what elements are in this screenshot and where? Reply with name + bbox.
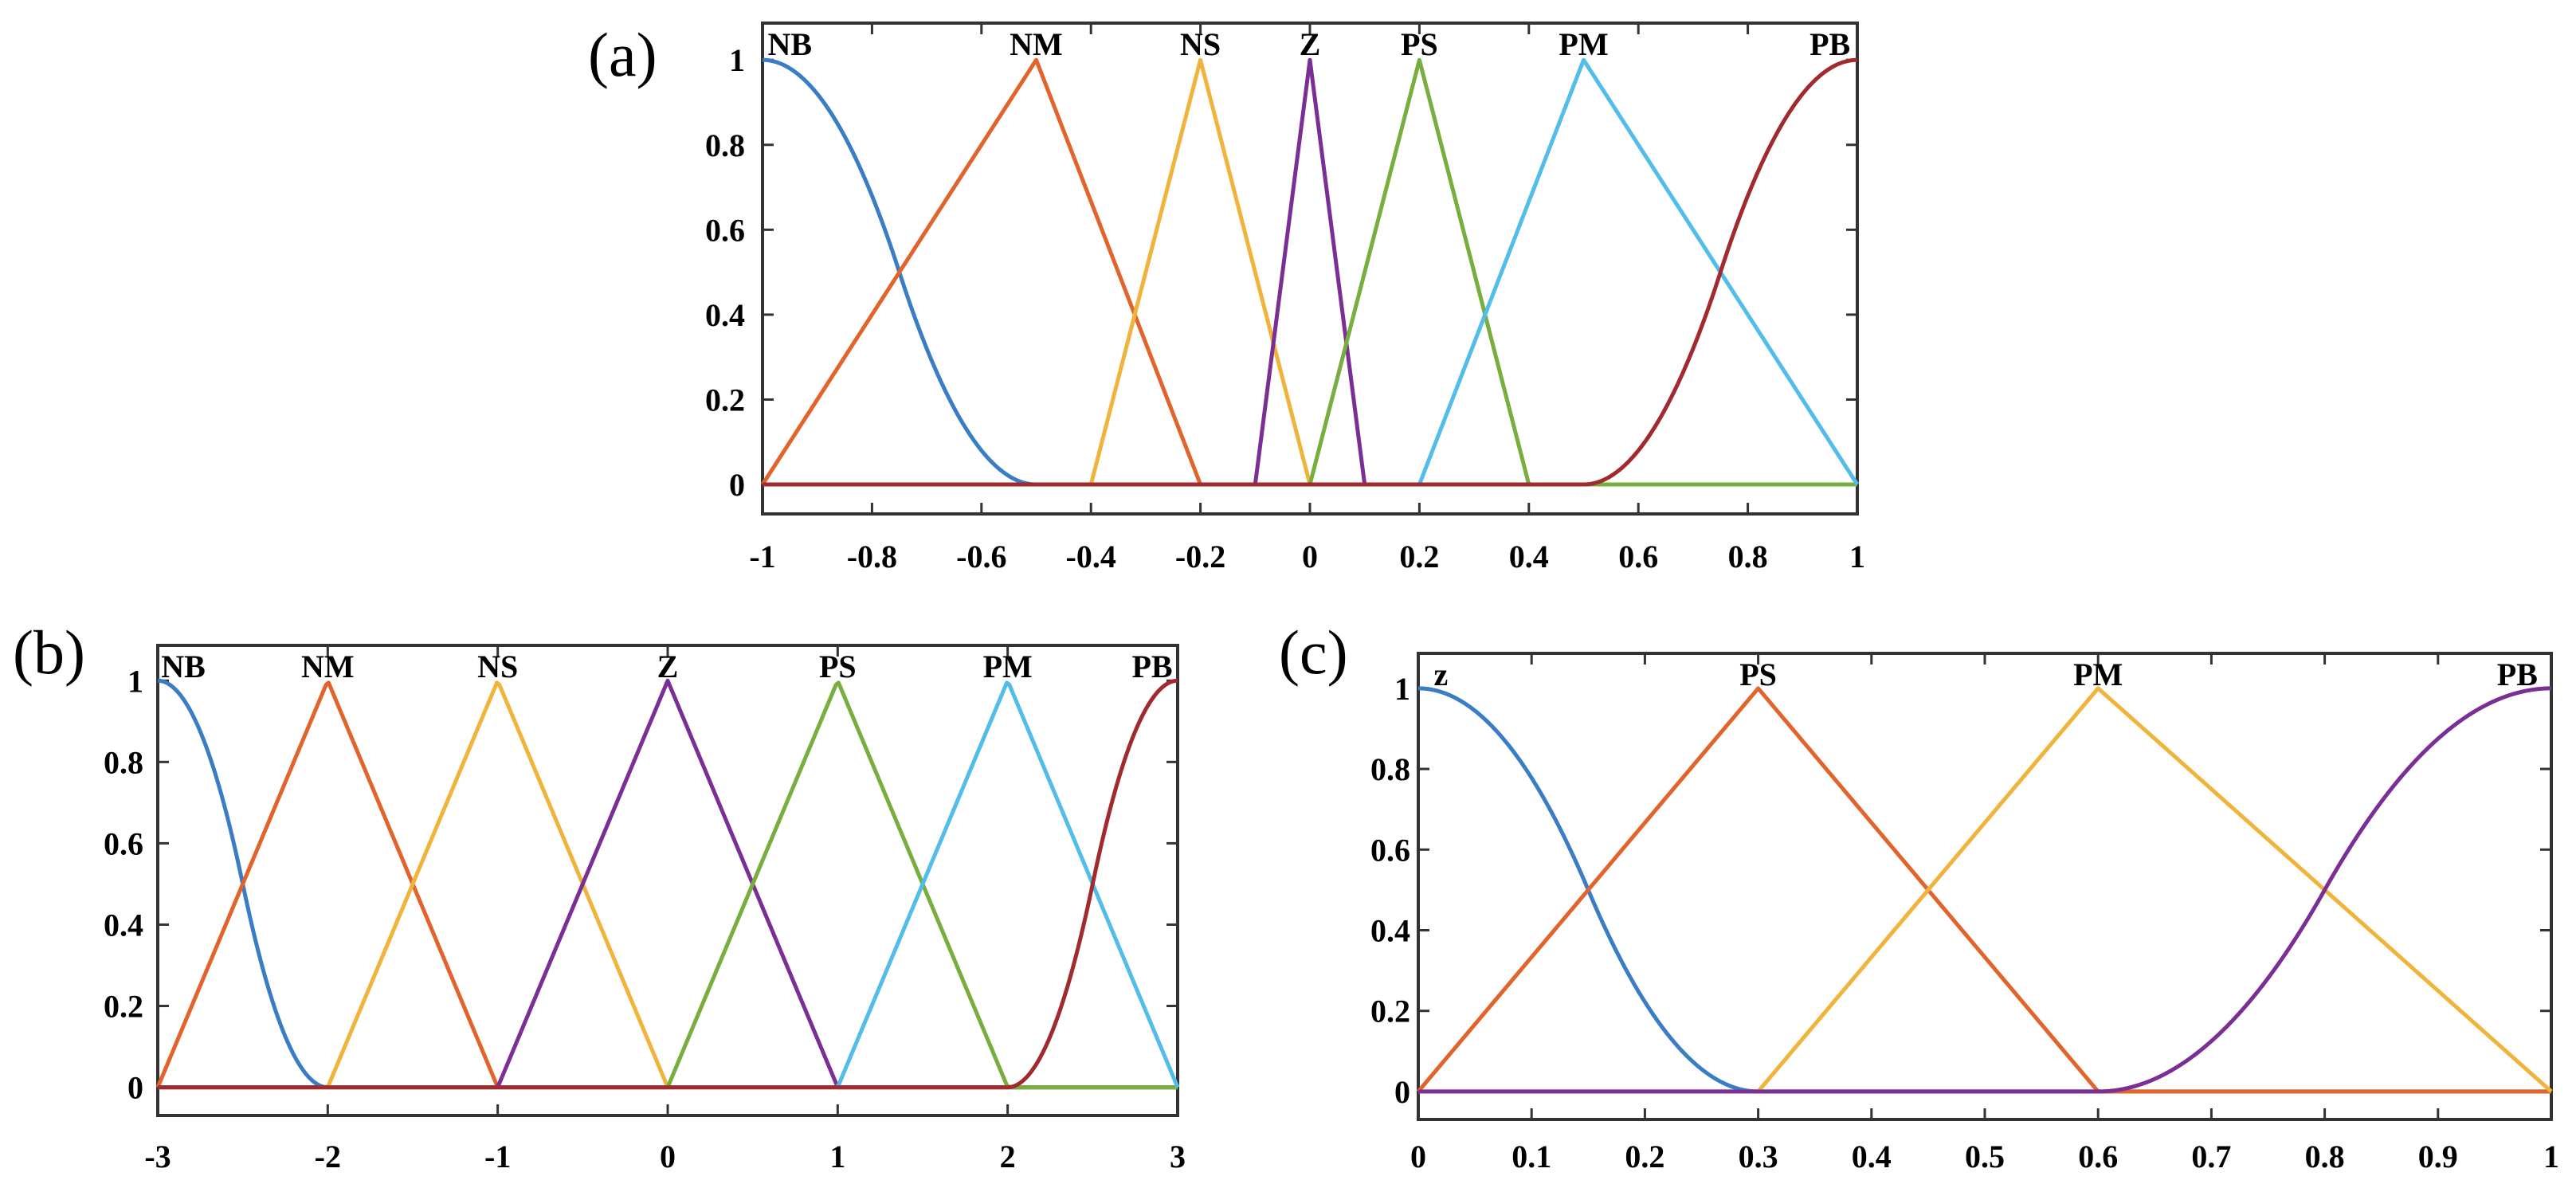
panel-label: (a) [588, 20, 657, 89]
y-tick-label: 0.2 [705, 382, 745, 418]
series-curve-pb [158, 678, 1178, 1090]
series-label-z: z [1434, 657, 1449, 692]
y-tick-label: 0.6 [1370, 832, 1410, 868]
series-label-pb: PB [2497, 657, 2538, 692]
x-tick-label: 3 [1170, 1139, 1186, 1174]
y-tick-label: 0.4 [705, 297, 745, 333]
series-label-pb: PB [1809, 26, 1850, 62]
x-tick-label: 1 [829, 1139, 845, 1174]
series-curve-pm [158, 680, 1180, 1090]
y-tick-label: 1 [729, 42, 745, 78]
series-label-ns: NS [477, 649, 518, 684]
x-tick-label: -0.2 [1175, 539, 1225, 574]
series-curve-nm [155, 680, 1178, 1090]
y-tick-label: 0.6 [104, 825, 143, 861]
x-tick-label: 0.6 [2078, 1139, 2118, 1174]
x-tick-label: 0 [660, 1139, 676, 1174]
series-curve-ps [1417, 686, 2551, 1094]
series-label-nm: NM [301, 649, 355, 684]
chart-panel-1: (a) 0 0.2 0.4 0.6 0.8 1 -1 -0.8 -0.6 -0.4 -0.2 0 0.2 0… [588, 20, 1865, 574]
x-tick-label: -1 [749, 539, 775, 574]
y-tick-label: 0.2 [104, 989, 143, 1025]
series-label-nb: NB [161, 649, 206, 684]
series-label-ps: PS [819, 649, 857, 684]
x-tick-label: 0.5 [1965, 1139, 2005, 1174]
chart-panel-3: (c) 0 0.2 0.4 0.6 0.8 1 0 0.1 0.2 0.3 0.4 0.5 0.6 0.7 0… [1279, 618, 2559, 1174]
series-curve-ns [763, 57, 1857, 487]
series-curve-z [763, 57, 1857, 487]
x-tick-label: 0.4 [1852, 1139, 1892, 1174]
x-tick-label: -3 [144, 1139, 171, 1174]
x-tick-label: 0.4 [1509, 539, 1549, 574]
y-tick-label: 0.8 [104, 744, 143, 780]
y-tick-label: 0 [127, 1070, 143, 1106]
series-label-pm: PM [1559, 26, 1608, 62]
y-tick-label: 0.6 [705, 212, 745, 248]
x-tick-label: -0.6 [956, 539, 1006, 574]
series-label-nm: NM [1010, 26, 1063, 62]
series-curve-pb [1418, 686, 2552, 1094]
y-tick-label: 1 [1394, 671, 1410, 707]
y-tick-label: 0 [729, 467, 745, 503]
series-curve-nb [762, 57, 1857, 487]
series-label-z: Z [657, 649, 679, 684]
series-curve-nm [760, 57, 1857, 487]
y-tick-label: 0 [1394, 1074, 1410, 1110]
series-curve-pb [763, 57, 1858, 487]
chart-panel-2: (b) 0 0.2 0.4 0.6 0.8 1 -3 -2 -1 0 1 2 3 NB NM NS Z PS PM PB [13, 618, 1186, 1174]
panel-label: (b) [13, 618, 85, 687]
x-tick-label: 0.7 [2191, 1139, 2231, 1174]
y-tick-label: 1 [127, 663, 143, 699]
y-tick-label: 0.2 [1370, 994, 1410, 1029]
x-tick-label: 0.1 [1511, 1139, 1551, 1174]
x-tick-label: 0 [1302, 539, 1318, 574]
series-label-ps: PS [1401, 26, 1438, 62]
x-tick-label: 2 [1000, 1139, 1016, 1174]
series-label-ns: NS [1180, 26, 1221, 62]
y-tick-label: 0.8 [1370, 751, 1410, 787]
y-tick-label: 0.4 [104, 907, 143, 943]
series-label-nb: NB [768, 26, 813, 62]
x-tick-label: 0.8 [2305, 1139, 2345, 1174]
series-label-z: Z [1300, 26, 1321, 62]
x-tick-label: 1 [2543, 1139, 2559, 1174]
x-tick-label: 0.9 [2418, 1139, 2458, 1174]
x-tick-label: -2 [315, 1139, 341, 1174]
x-tick-label: 0 [1410, 1139, 1426, 1174]
series-label-pm: PM [983, 649, 1033, 684]
axes-frame [761, 22, 1859, 516]
series-curve-ps [158, 680, 1178, 1090]
x-tick-label: 0.3 [1739, 1139, 1778, 1174]
series-label-ps: PS [1739, 657, 1777, 692]
x-tick-label: -0.4 [1066, 539, 1116, 574]
x-tick-label: 0.2 [1625, 1139, 1664, 1174]
x-tick-label: 0.8 [1728, 539, 1768, 574]
series-curve-z [158, 678, 1178, 1090]
axes-frame [156, 644, 1179, 1117]
y-tick-label: 0.4 [1370, 912, 1410, 948]
series-label-pm: PM [2073, 657, 2123, 692]
x-tick-label: 1 [1849, 539, 1865, 574]
series-curve-nb [157, 678, 1178, 1090]
y-tick-label: 0.8 [705, 127, 745, 163]
series-curve-ns [158, 680, 1178, 1090]
series-curve-ps [763, 57, 1857, 487]
x-tick-label: -0.8 [847, 539, 897, 574]
x-tick-label: -1 [484, 1139, 511, 1174]
series-label-pb: PB [1131, 649, 1172, 684]
series-curve-pm [763, 57, 1860, 487]
x-tick-label: 0.6 [1618, 539, 1658, 574]
x-tick-label: 0.2 [1399, 539, 1439, 574]
panel-label: (c) [1279, 618, 1348, 687]
